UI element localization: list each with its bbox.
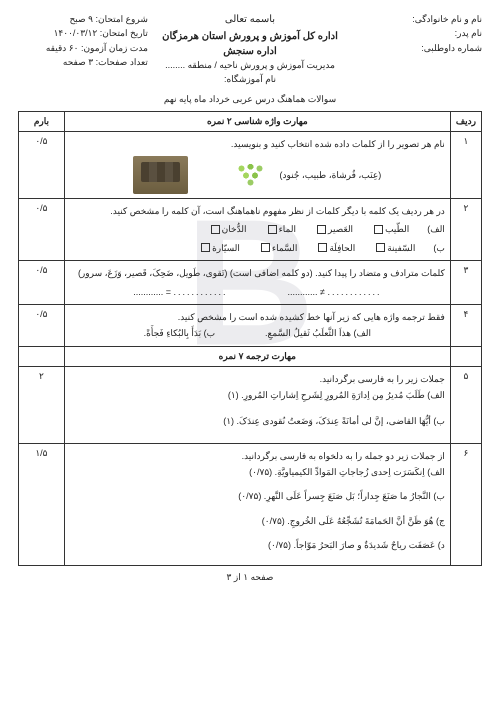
father-label: نام پدر: (455, 28, 482, 38)
q4-score: ۰/۵ (19, 305, 65, 346)
q5-row: ۵ جملات زیر را به فارسی برگردانید. الف) … (19, 366, 482, 444)
school-label: نام آموزشگاه: (224, 74, 276, 84)
q3-row: ۳ کلمات مترادف و متضاد را پیدا کنید. (دو… (19, 260, 482, 304)
exam-page: نام و نام خانوادگی: نام پدر: شماره داوطل… (0, 0, 500, 595)
q2b-opt2: الحافِلَة (329, 240, 355, 256)
checkbox-icon[interactable] (211, 225, 220, 234)
q5-text: جملات زیر را به فارسی برگردانید. (70, 371, 445, 387)
q6-d: د) عَصَفَت ریاحٌ شَدیدَةٌ و صارَ البَحرُ… (70, 537, 445, 553)
section2-title: مهارت ترجمه ۷ نمره (64, 346, 450, 366)
q1-num: ۱ (450, 132, 481, 199)
org-line1: اداره کل آموزش و پرورش استان هرمزگان (157, 29, 343, 44)
q4-text: فقط ترجمه واژه هایی که زیر آنها خط کشیده… (70, 309, 445, 325)
checkbox-icon[interactable] (317, 225, 326, 234)
q2b-opt4: السیّارة (212, 240, 240, 256)
date-label: تاریخ امتحان: (100, 28, 148, 38)
q5-score: ۲ (19, 366, 65, 444)
org-line3: مدیریت آموزش و پرورش ناحیه / منطقه (188, 60, 335, 70)
q6-text: از جملات زیر دو جمله را به دلخواه به فار… (70, 448, 445, 464)
q3-neq: ≠ ............ (288, 287, 325, 297)
org-line2: اداره سنجش (157, 44, 343, 59)
q6-score: ۱/۵ (19, 444, 65, 566)
q4-b: ب) بَدَأَ بِالبُکاءِ فَجأَةً. (144, 325, 215, 341)
q6-num: ۶ (450, 444, 481, 566)
q2-row: ۲ در هر ردیف یک کلمه با دیگر کلمات از نظ… (19, 199, 482, 261)
q4-num: ۴ (450, 305, 481, 346)
q2a-opt2: العَصیر (328, 221, 353, 237)
checkbox-icon[interactable] (318, 243, 327, 252)
q6-c: ج) هُوَ ظَنَّ أنَّ الحَمامَةَ تُشَجِّعُه… (70, 513, 445, 529)
soldiers-icon (133, 156, 188, 194)
q2a-opt1: الطّیب (385, 221, 409, 237)
name-label: نام و نام خانوادگی: (412, 14, 482, 24)
district-blank (165, 60, 185, 70)
q4-a: الف) هذاَ الثَّعلَبُ ثَقیلُ السَّمعِ. (265, 325, 371, 341)
exam-subtitle: سوالات هماهنگ درس عربی خرداد ماه پایه نه… (18, 94, 482, 105)
q2a-opt3: الماء (279, 221, 296, 237)
col-num-header: ردیف (450, 112, 481, 132)
q2b-label: ب) (433, 240, 444, 256)
start-label: شروع امتحان: (95, 14, 147, 24)
q2b-opt3: السَّماء (272, 240, 297, 256)
date-val: ۱۴۰۰/۰۳/۱۲ (54, 28, 98, 38)
checkbox-icon[interactable] (374, 225, 383, 234)
q3-text: کلمات مترادف و متضاد را پیدا کنید. (دو ک… (70, 265, 445, 281)
q2a-label: الف) (427, 221, 445, 237)
exam-table: ردیف مهارت واژه شناسی ۲ نمره بارم ۱ نام … (18, 111, 482, 566)
q2-num: ۲ (450, 199, 481, 261)
candidate-label: شماره داوطلبی: (421, 43, 482, 53)
pages-label: تعداد صفحات: (96, 57, 148, 67)
q3-eq: = ............ (133, 287, 171, 297)
q2-text: در هر ردیف یک کلمه با دیگر کلمات از نظر … (70, 203, 445, 219)
duration-label: مدت زمان آزمون: (81, 43, 148, 53)
bismillah: باسمه تعالی (157, 12, 343, 27)
q1-text: نام هر تصویر را از کلمات داده شده انتخاب… (70, 136, 445, 152)
q1-score: ۰/۵ (19, 132, 65, 199)
student-info: نام و نام خانوادگی: نام پدر: شماره داوطل… (352, 12, 482, 55)
q6-row: ۶ از جملات زیر دو جمله را به دلخواه به ف… (19, 444, 482, 566)
q2b-opt1: السّفینة (387, 240, 415, 256)
q3-num: ۳ (450, 260, 481, 304)
checkbox-icon[interactable] (268, 225, 277, 234)
q3-score: ۰/۵ (19, 260, 65, 304)
q2a-opt4: الدُّخان (222, 221, 247, 237)
q6-b: ب) النَّجارُ ما صَنَعَ جِداراً؛ بَل صَنَ… (70, 488, 445, 504)
duration-val: ۶۰ دقیقه (46, 43, 79, 53)
q1-words: (عِنَب، فُرشاة، طبیب، جُنود) (279, 167, 381, 183)
page-footer: صفحه ۱ از ۳ (18, 572, 482, 583)
header: نام و نام خانوادگی: نام پدر: شماره داوطل… (18, 12, 482, 86)
org-info: باسمه تعالی اداره کل آموزش و پرورش استان… (157, 12, 343, 86)
q5-b: ب) أیُّهَا القاضی، إنَّ لی أمانَةً عِندَ… (70, 413, 445, 429)
section1-title: مهارت واژه شناسی ۲ نمره (64, 112, 450, 132)
q5-num: ۵ (450, 366, 481, 444)
exam-meta: شروع امتحان: ۹ صبح تاریخ امتحان: ۱۴۰۰/۰۳… (18, 12, 148, 70)
grapes-icon (228, 158, 273, 193)
q4-row: ۴ فقط ترجمه واژه هایی که زیر آنها خط کشی… (19, 305, 482, 346)
checkbox-icon[interactable] (261, 243, 270, 252)
q1-row: ۱ نام هر تصویر را از کلمات داده شده انتخ… (19, 132, 482, 199)
col-score-header: بارم (19, 112, 65, 132)
pages-val: ۳ صفحه (63, 57, 93, 67)
q5-a: الف) طَلَبَ مُدیرُ مِن اِدارَةِ المُرورِ… (70, 387, 445, 403)
q6-a: الف) اِنکَسَرَت اِحدی زُجاجاتِ المَوادِّ… (70, 464, 445, 480)
checkbox-icon[interactable] (201, 243, 210, 252)
checkbox-icon[interactable] (376, 243, 385, 252)
start-val: ۹ صبح (69, 14, 93, 24)
q2-score: ۰/۵ (19, 199, 65, 261)
